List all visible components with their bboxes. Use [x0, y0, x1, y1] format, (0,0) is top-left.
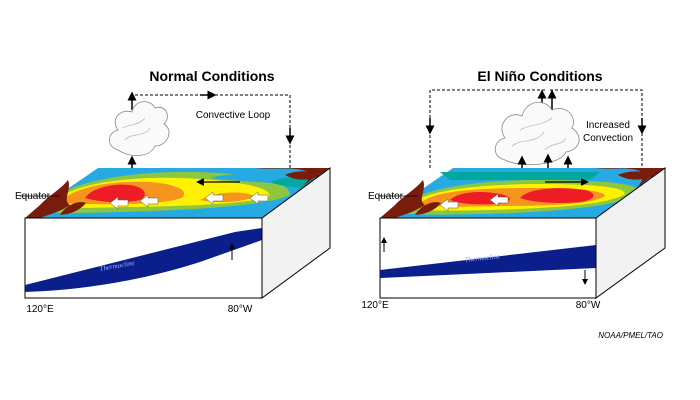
elnino-title: El Niño Conditions: [477, 68, 602, 84]
elnino-equator-label: Equator: [368, 191, 404, 202]
elnino-deep-water: [380, 245, 596, 278]
elnino-lon-west: 120°E: [361, 300, 389, 311]
normal-lon-east: 80°W: [228, 304, 253, 315]
elnino-wind-arrows: [439, 193, 509, 212]
normal-warm-pool: [85, 184, 145, 203]
normal-trade-wind-arrows: [109, 191, 269, 210]
elnino-loop-label-2: Convection: [583, 133, 633, 144]
normal-loop-label: Convective Loop: [196, 110, 271, 121]
normal-ocean-side: [261, 167, 331, 299]
elnino-thermocline-label: Thermocline: [464, 252, 500, 264]
normal-lon-west: 120°E: [26, 304, 54, 315]
normal-equator-label: Equator: [15, 191, 51, 202]
elnino-convective-loop: [429, 89, 643, 170]
normal-land-west: [25, 180, 70, 218]
elnino-lon-east: 80°W: [576, 300, 601, 311]
elnino-warm-pool-east: [520, 188, 594, 203]
normal-deep-water: [25, 228, 262, 292]
elnino-cloud: [494, 102, 580, 165]
normal-convective-loop: [135, 94, 291, 170]
elnino-land-west: [380, 180, 425, 218]
elnino-ocean-side: [595, 167, 666, 299]
credit-text: NOAA/PMEL/TAO: [598, 331, 663, 340]
normal-cloud: [108, 101, 170, 156]
elnino-loop-label-1: Increased: [586, 120, 630, 131]
normal-panel: Normal Conditions Convective Loop: [15, 68, 331, 315]
elnino-panel: El Niño Conditions Increased Convection: [361, 68, 666, 311]
normal-title: Normal Conditions: [149, 68, 274, 84]
